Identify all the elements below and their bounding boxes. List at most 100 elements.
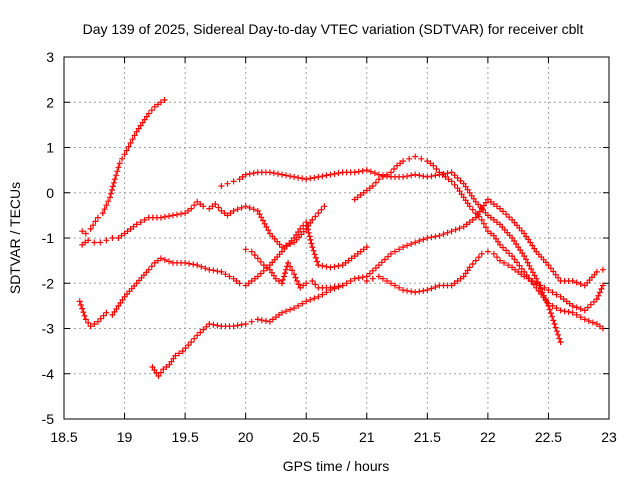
data-point: [116, 160, 123, 167]
data-point: [107, 194, 113, 201]
data-point: [433, 166, 440, 172]
data-point: [197, 329, 204, 336]
data-point: [218, 207, 225, 214]
data-point: [117, 299, 124, 306]
data-point: [85, 237, 92, 244]
data-point: [396, 284, 403, 291]
data-point: [327, 171, 334, 178]
data-point: [511, 256, 518, 263]
y-tick-label: -1: [42, 230, 55, 246]
data-point: [327, 284, 334, 291]
data-point: [82, 230, 89, 237]
data-point: [408, 241, 415, 247]
data-point: [523, 256, 529, 263]
data-point: [239, 173, 246, 180]
data-point: [91, 321, 98, 327]
data-point: [543, 297, 549, 304]
data-point: [306, 233, 313, 240]
data-point: [246, 204, 253, 211]
data-point: [359, 274, 366, 281]
data-point: [531, 272, 538, 279]
data-point: [218, 268, 225, 275]
x-tick-label: 22: [480, 429, 496, 445]
x-tick-label: 22.5: [535, 429, 562, 445]
data-point: [375, 273, 382, 280]
data-point: [315, 293, 322, 300]
data-point: [87, 225, 94, 232]
data-point: [545, 262, 552, 269]
data-point: [482, 199, 489, 206]
data-point: [581, 316, 588, 323]
data-point: [182, 345, 189, 352]
data-point: [584, 304, 591, 311]
data-point: [521, 273, 528, 280]
data-point: [363, 167, 370, 174]
data-point: [466, 264, 473, 271]
data-point: [279, 280, 285, 287]
y-tick-label: -5: [42, 411, 55, 427]
data-point: [565, 308, 572, 315]
data-point: [452, 226, 459, 233]
data-point: [279, 309, 285, 316]
data-point: [170, 212, 176, 219]
data-point: [314, 258, 321, 265]
data-point: [297, 225, 304, 232]
data-point: [448, 169, 455, 176]
data-point: [272, 314, 279, 321]
data-point: [109, 187, 115, 193]
data-point: [392, 282, 398, 289]
data-point: [359, 167, 366, 174]
data-point: [553, 291, 560, 298]
data-point: [198, 263, 205, 270]
data-point: [311, 295, 318, 302]
data-point: [367, 168, 374, 175]
data-point: [540, 294, 547, 301]
data-point: [549, 313, 556, 320]
data-point: [503, 247, 510, 254]
data-point: [157, 369, 164, 376]
data-point: [145, 110, 152, 117]
data-point: [369, 183, 376, 189]
data-point: [428, 285, 435, 292]
data-point: [87, 323, 94, 330]
data-point: [275, 170, 281, 177]
data-point: [593, 268, 600, 275]
data-point: [440, 231, 447, 238]
data-point: [97, 239, 104, 246]
data-point: [182, 259, 189, 266]
data-point: [406, 155, 413, 162]
y-tick-label: 1: [46, 140, 54, 156]
data-point: [475, 213, 482, 220]
data-point: [577, 314, 584, 321]
data-point: [573, 304, 580, 311]
data-point: [538, 291, 545, 298]
data-point: [94, 214, 101, 221]
data-point: [529, 278, 536, 284]
data-point: [464, 186, 471, 193]
data-point: [363, 278, 370, 284]
data-point: [428, 173, 435, 180]
data-point: [130, 223, 137, 230]
data-point: [472, 210, 479, 217]
data-point: [230, 323, 237, 330]
data-point: [185, 342, 192, 349]
data-point: [524, 259, 531, 266]
data-point: [287, 263, 294, 270]
data-point: [569, 278, 576, 284]
data-point: [404, 242, 411, 249]
data-point: [85, 319, 92, 326]
data-point: [424, 287, 431, 293]
data-point: [319, 262, 326, 269]
data-point: [283, 266, 289, 273]
data-point: [214, 268, 221, 275]
data-point: [569, 302, 576, 309]
data-point: [137, 219, 144, 226]
data-point: [420, 173, 427, 180]
data-point: [577, 305, 584, 312]
series-track-7: [363, 248, 606, 314]
x-tick-label: 20: [238, 429, 254, 445]
data-point: [585, 318, 592, 324]
data-point: [420, 236, 427, 243]
x-axis-label: GPS time / hours: [283, 458, 390, 474]
data-point: [430, 162, 437, 169]
